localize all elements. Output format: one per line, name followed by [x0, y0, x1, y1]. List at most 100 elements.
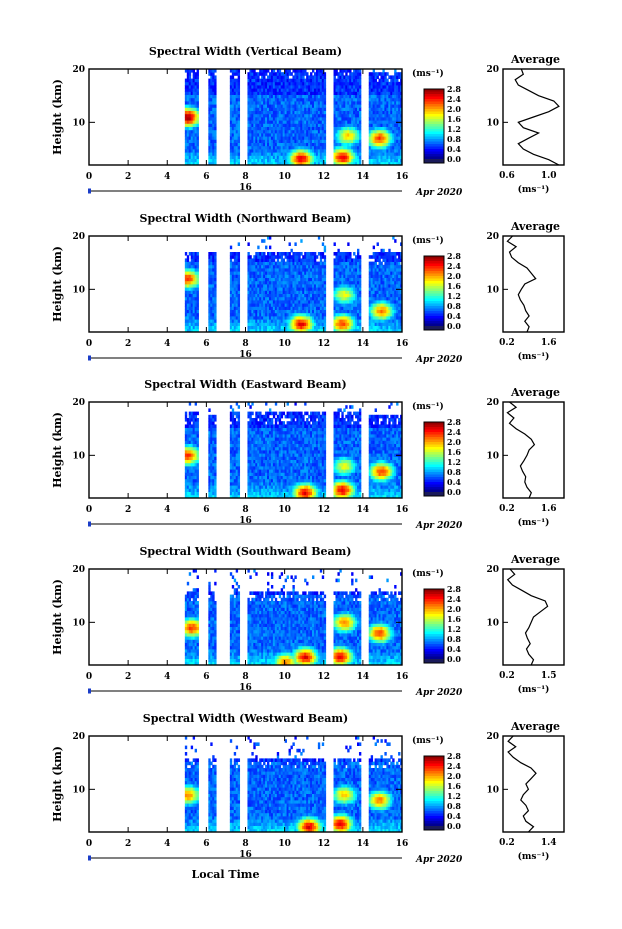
heatmap-cell [267, 258, 270, 262]
heatmap-cell [370, 110, 374, 115]
heatmap-cell [302, 101, 305, 105]
heatmap-cell [315, 91, 319, 95]
heatmap-cell [313, 117, 317, 121]
heatmap-cell [374, 303, 377, 307]
colorbar-tick-label: 0.4 [447, 144, 461, 154]
heatmap-cell [357, 255, 360, 259]
heatmap-cell [298, 152, 301, 156]
heatmap-cell [308, 88, 311, 92]
heatmap-cell [186, 322, 190, 326]
heatmap-cell [296, 94, 299, 99]
heatmap-cell [300, 142, 303, 147]
heatmap-cell [255, 271, 258, 275]
heatmap-cell [274, 117, 278, 121]
heatmap-cell [358, 136, 362, 140]
heatmap-cell [263, 300, 266, 304]
heatmap-cell [345, 142, 348, 147]
heatmap-cell [394, 239, 397, 243]
heatmap-cell [251, 271, 254, 275]
heatmap-cell [292, 123, 295, 127]
heatmap-cell [249, 133, 252, 137]
heatmap-cell [357, 123, 360, 127]
heatmap-cell [323, 145, 327, 150]
heatmap-cell [257, 88, 260, 92]
heatmap-cell [272, 293, 276, 298]
heatmap-cell [286, 126, 289, 131]
heatmap-cell [353, 268, 356, 272]
heatmap-cell [398, 322, 401, 326]
heatmap-cell [235, 316, 239, 320]
heatmap-cell [308, 322, 311, 326]
heatmap-cell [319, 252, 323, 256]
heatmap-cell [296, 88, 299, 92]
heatmap-cell [255, 287, 258, 291]
heatmap-cell [272, 303, 276, 307]
heatmap-cell [323, 72, 327, 76]
heatmap-cell [188, 322, 192, 326]
heatmap-cell [384, 322, 387, 326]
heatmap-cell [341, 81, 344, 86]
heatmap-cell [353, 261, 356, 266]
heatmap-cell [263, 101, 266, 105]
heatmap-cell [333, 133, 336, 137]
heatmap-cell [349, 139, 352, 143]
heatmap-cell [278, 287, 282, 291]
heatmap-cell [231, 75, 235, 79]
heatmap-cell [355, 88, 358, 92]
heatmap-cell [231, 85, 235, 89]
heatmap-cell [267, 236, 270, 240]
heatmap-cell [372, 136, 376, 140]
heatmap-cell [368, 152, 372, 156]
heatmap-cell [339, 325, 342, 330]
heatmap-cell [372, 287, 376, 291]
heatmap-cell [265, 158, 268, 163]
heatmap-cell [184, 88, 188, 92]
heatmap-cell [188, 456, 192, 460]
heatmap-cell [294, 316, 297, 320]
heatmap-cell [388, 274, 391, 278]
heatmap-cell [292, 136, 295, 140]
heatmap-cell [237, 136, 241, 140]
heatmap-cell [296, 107, 299, 111]
heatmap-cell [190, 264, 194, 269]
heatmap-cell [380, 85, 383, 89]
heatmap-cell [196, 152, 199, 156]
heatmap-cell [247, 158, 250, 163]
heatmap-cell [384, 325, 387, 330]
heatmap-cell [392, 306, 395, 310]
heatmap-cell [235, 280, 239, 285]
heatmap-cell [390, 261, 393, 266]
heatmap-cell [394, 113, 397, 118]
heatmap-cell [280, 158, 284, 163]
heatmap-cell [237, 129, 241, 134]
heatmap-cell [255, 136, 258, 140]
heatmap-cell [188, 450, 192, 454]
heatmap-cell [355, 271, 358, 275]
heatmap-cell [186, 261, 190, 266]
heatmap-cell [186, 120, 190, 124]
heatmap-cell [280, 306, 284, 310]
heatmap-cell [233, 296, 237, 301]
heatmap-cell [351, 129, 354, 134]
heatmap-cell [357, 139, 360, 143]
heatmap-cell [400, 129, 403, 134]
heatmap-cell [306, 274, 309, 278]
heatmap-cell [231, 284, 235, 288]
heatmap-cell [355, 155, 358, 159]
heatmap-cell [208, 91, 211, 95]
heatmap-cell [306, 158, 309, 163]
heatmap-cell [358, 149, 362, 153]
heatmap-cell [398, 274, 401, 278]
heatmap-cell [257, 290, 260, 294]
heatmap-cell [374, 158, 377, 163]
heatmap-cell [333, 296, 336, 301]
heatmap-cell [349, 268, 352, 272]
heatmap-cell [276, 69, 280, 73]
heatmap-cell [263, 239, 266, 243]
heatmap-cell [229, 113, 233, 118]
heatmap-cell [386, 129, 389, 134]
heatmap-cell [296, 290, 299, 294]
heatmap-cell [247, 271, 250, 275]
heatmap-cell [272, 252, 276, 256]
heatmap-cell [290, 133, 293, 137]
